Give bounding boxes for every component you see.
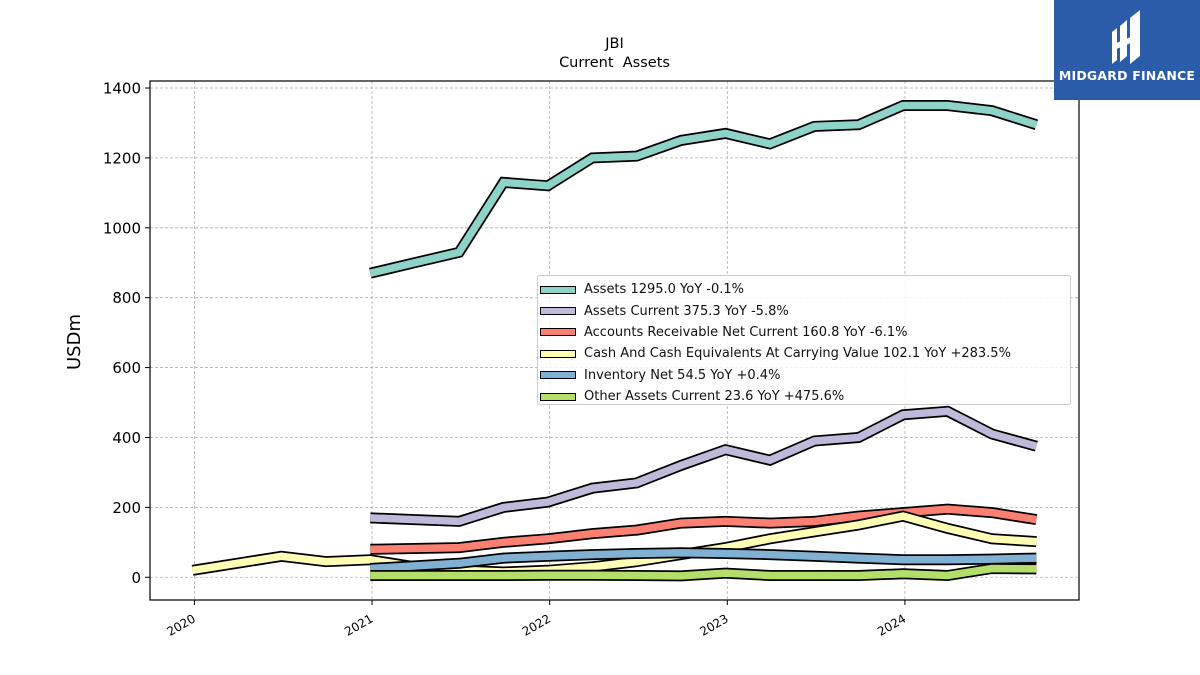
plot-frame [149,80,1080,601]
chart-subtitle: Current Assets [559,55,670,71]
y-tick-label: 600 [112,359,141,377]
y-tick-label: 1200 [103,149,141,167]
legend-item: Inventory Net 54.5 YoY +0.4% [538,365,1070,386]
legend-swatch [540,392,576,401]
legend-label: Accounts Receivable Net Current 160.8 Yo… [584,324,908,340]
series-lines [191,100,1039,582]
legend: Assets 1295.0 YoY -0.1% Assets Current 37… [537,275,1071,405]
chart-title: JBI [604,36,624,52]
y-tick-label: 0 [131,569,141,587]
legend-label: Assets 1295.0 YoY -0.1% [584,282,745,298]
logo-mark-icon [1054,0,1200,100]
legend-item: Assets Current 375.3 YoY -5.8% [538,300,1070,321]
y-tick-label: 800 [112,289,141,307]
series-line-accounts-receivable-net-current [370,505,1037,554]
legend-swatch [540,328,576,337]
series-line-other-assets-current [370,564,1037,580]
x-tick-label: 2024 [875,611,908,638]
series-line-assets-current [370,407,1038,526]
legend-item: Accounts Receivable Net Current 160.8 Yo… [538,322,1070,343]
legend-label: Inventory Net 54.5 YoY +0.4% [584,367,781,383]
y-tick-label: 1400 [103,79,141,97]
legend-label: Other Assets Current 23.6 YoY +475.6% [584,389,845,405]
legend-item: Assets 1295.0 YoY -0.1% [538,279,1070,300]
legend-swatch [540,349,576,358]
x-tick-label: 2022 [520,611,553,638]
y-tick-label: 1000 [103,219,141,237]
logo-text: MIDGARD FINANCE [1058,68,1196,83]
series-outline-assets [369,100,1039,279]
x-tick-label: 2021 [342,611,375,638]
series-line-inventory-net [370,549,1037,573]
series-line-cash-and-cash-equivalents-at-carrying-value [192,512,1037,576]
legend-swatch [540,285,576,294]
legend-label: Assets Current 375.3 YoY -5.8% [584,303,789,319]
y-tick-label: 400 [112,429,141,447]
y-axis-label: USDm [64,314,85,370]
legend-swatch [540,307,576,316]
x-tick-label: 2020 [164,611,197,638]
midgard-finance-logo: MIDGARD FINANCE [1054,0,1200,100]
legend-item: Cash And Cash Equivalents At Carrying Va… [538,343,1070,364]
series-line-assets [369,101,1038,277]
x-tick-label: 2023 [697,611,730,638]
legend-swatch [540,371,576,380]
y-tick-label: 200 [112,499,141,517]
legend-item: Other Assets Current 23.6 YoY +475.6% [538,386,1070,407]
legend-label: Cash And Cash Equivalents At Carrying Va… [584,346,1011,362]
